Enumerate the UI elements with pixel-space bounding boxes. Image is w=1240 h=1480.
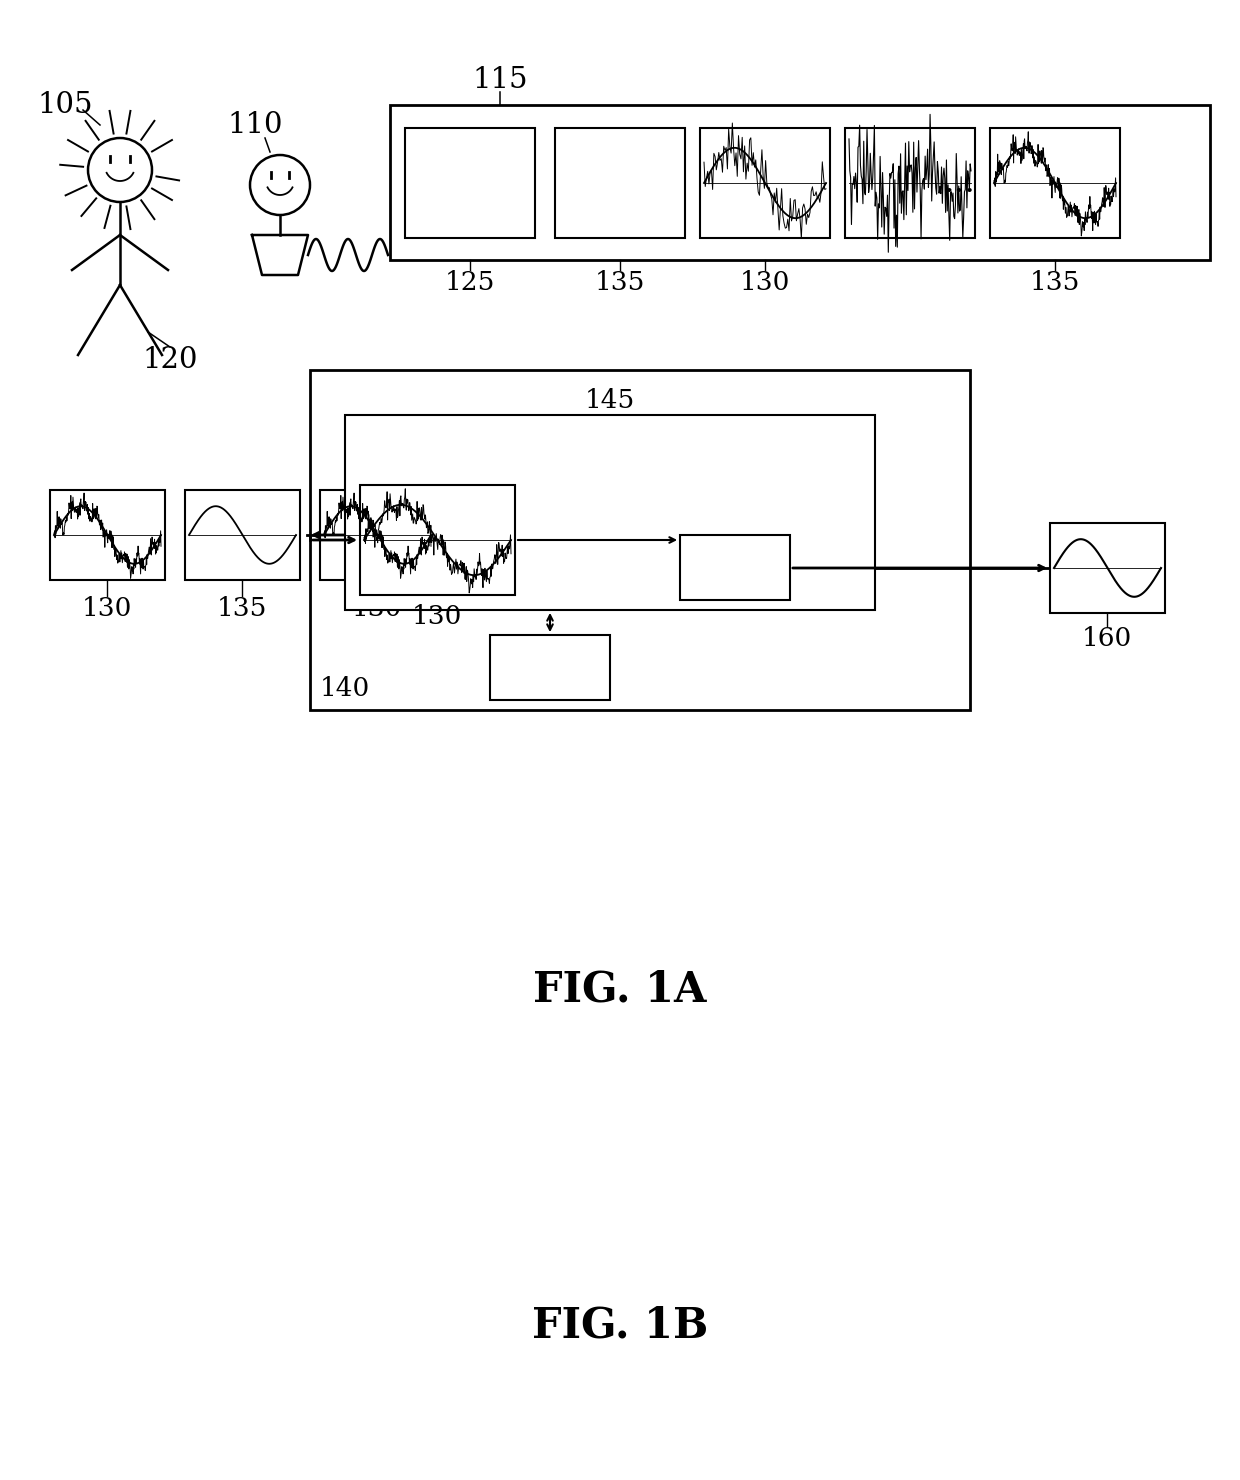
Bar bbox=[844, 127, 975, 238]
Bar bbox=[556, 127, 684, 238]
Text: ...: ... bbox=[944, 167, 976, 198]
Bar bbox=[320, 490, 435, 580]
Text: 130: 130 bbox=[740, 269, 790, 295]
Text: 135: 135 bbox=[595, 269, 645, 295]
Text: 130: 130 bbox=[412, 604, 463, 629]
Text: 115: 115 bbox=[472, 67, 528, 95]
Text: FIG. 1B: FIG. 1B bbox=[532, 1304, 708, 1345]
Text: 130: 130 bbox=[82, 595, 133, 620]
Bar bbox=[405, 127, 534, 238]
Text: 130: 130 bbox=[352, 595, 402, 620]
Text: 145: 145 bbox=[585, 388, 635, 413]
Text: 135: 135 bbox=[217, 595, 267, 620]
Text: 125: 125 bbox=[445, 269, 495, 295]
Bar bbox=[310, 370, 970, 710]
Text: 120: 120 bbox=[143, 346, 197, 374]
Text: 135: 135 bbox=[1029, 269, 1080, 295]
Text: 105: 105 bbox=[37, 90, 93, 118]
Bar bbox=[50, 490, 165, 580]
Bar bbox=[680, 534, 790, 599]
Text: 160: 160 bbox=[1081, 626, 1132, 651]
Text: 150: 150 bbox=[525, 656, 575, 681]
Bar bbox=[701, 127, 830, 238]
Text: 110: 110 bbox=[227, 111, 283, 139]
Bar bbox=[391, 105, 1210, 260]
Text: 155: 155 bbox=[709, 555, 760, 580]
Bar bbox=[490, 635, 610, 700]
Bar bbox=[990, 127, 1120, 238]
Bar bbox=[360, 485, 515, 595]
Bar bbox=[345, 414, 875, 610]
Bar bbox=[185, 490, 300, 580]
Text: 140: 140 bbox=[320, 675, 370, 700]
Bar bbox=[1050, 522, 1166, 613]
Text: FIG. 1A: FIG. 1A bbox=[533, 969, 707, 1011]
